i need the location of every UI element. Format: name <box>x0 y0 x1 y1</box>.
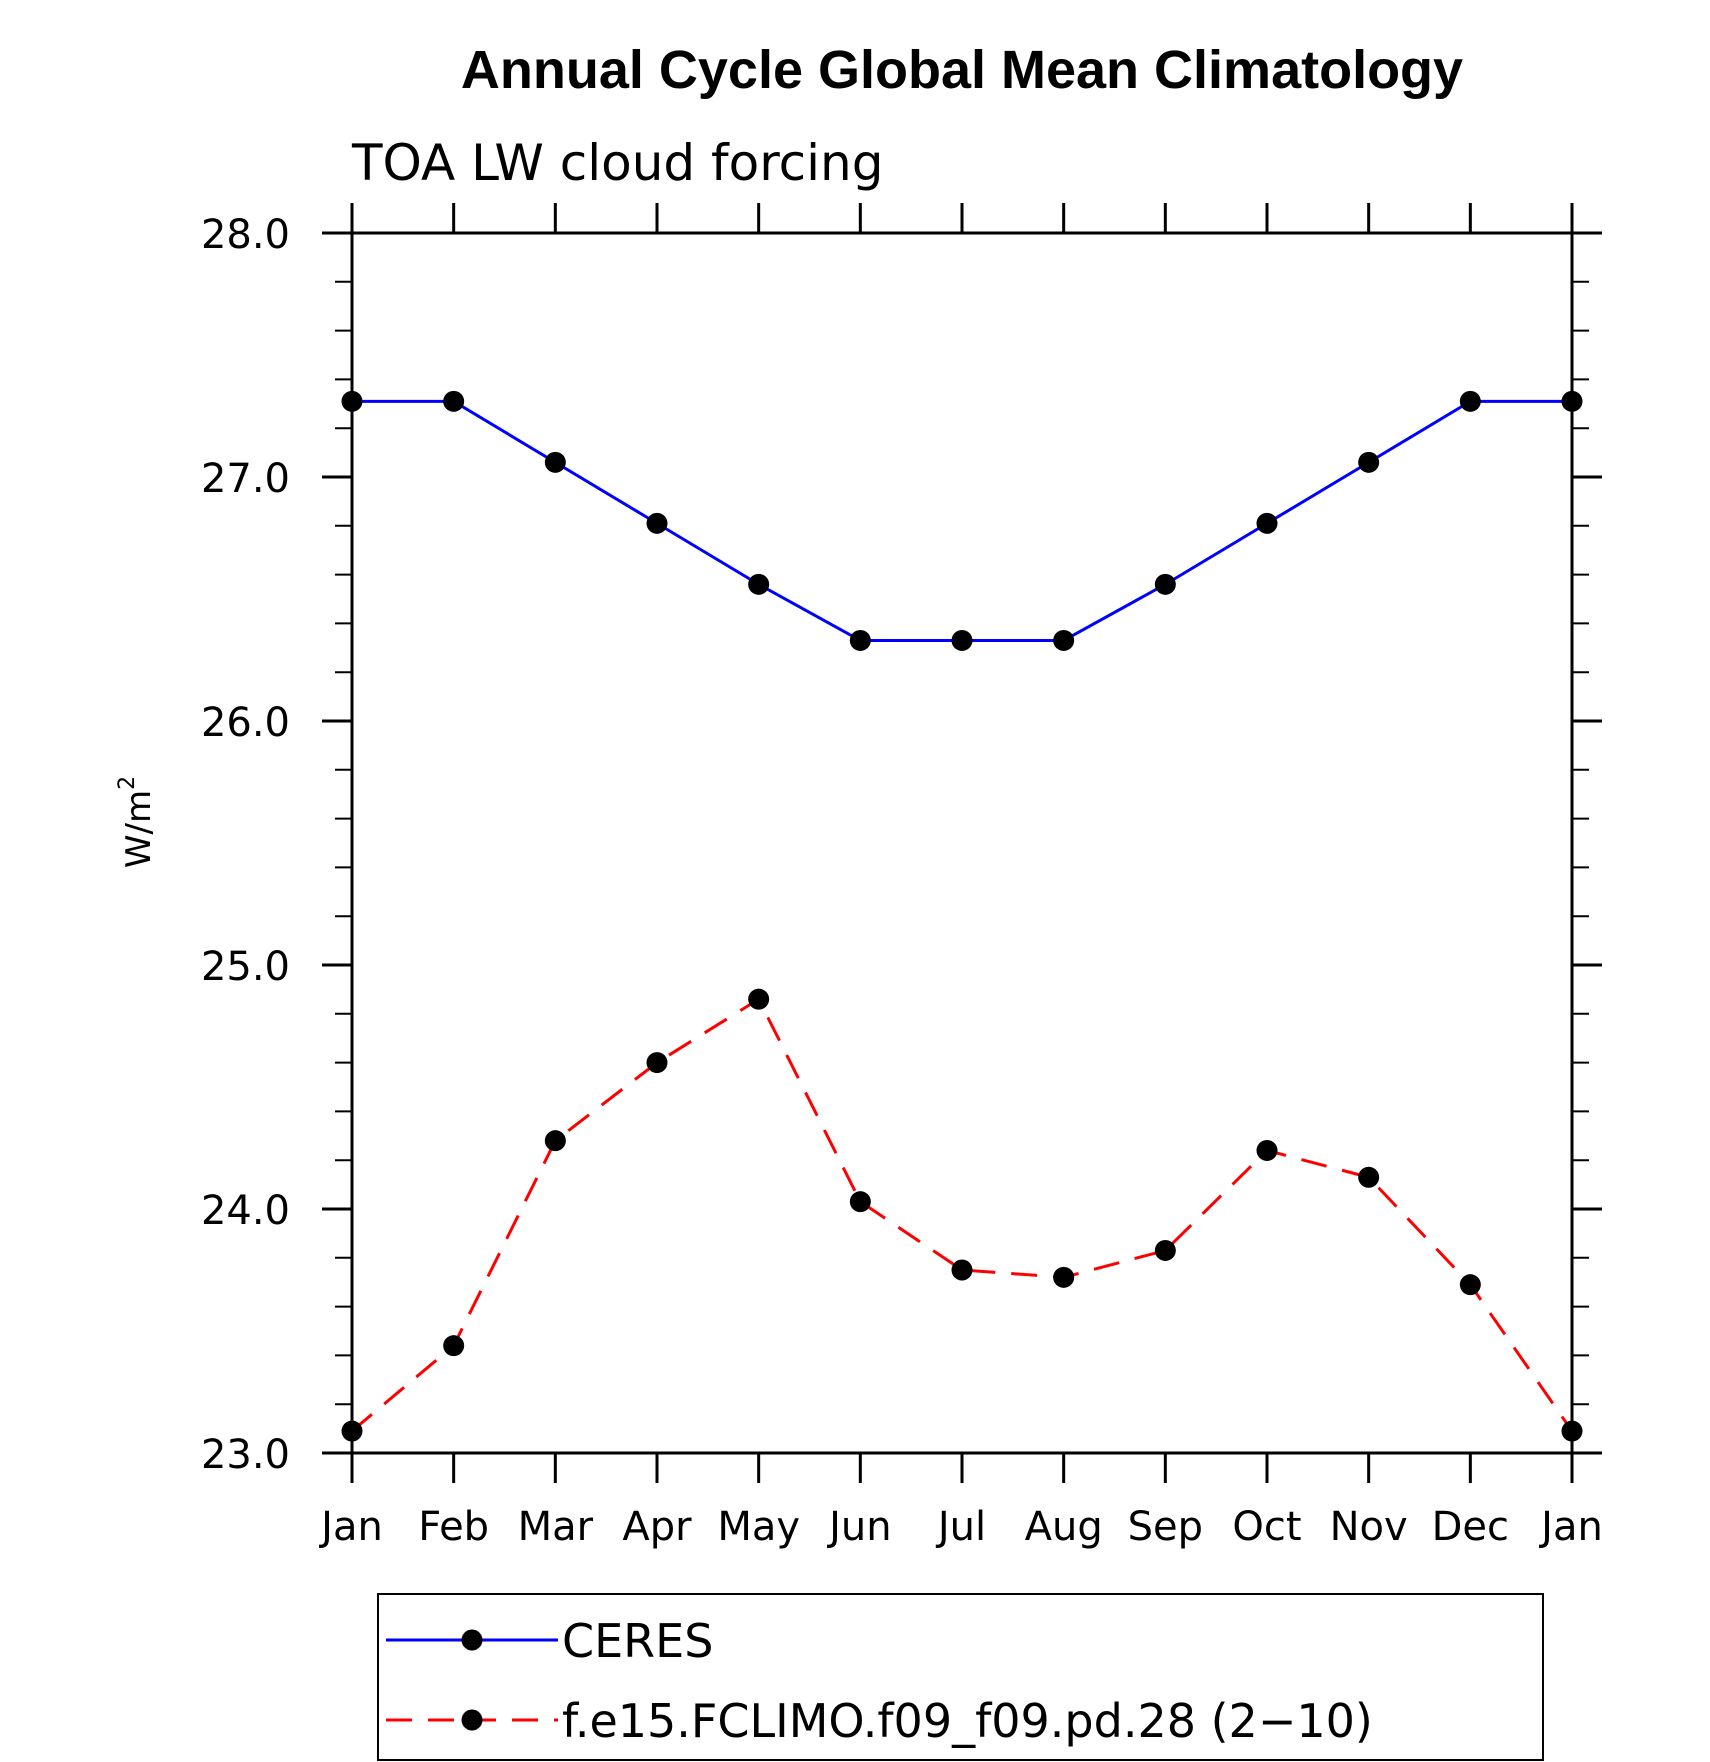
data-point-series-2 <box>443 1335 465 1357</box>
data-point-series-2 <box>646 1052 668 1074</box>
axes: Jan Feb Mar Apr May Jun Jul Aug Sep Oct Nov Dec Jan 2… <box>201 203 1603 1550</box>
x-tick-label: Nov <box>1330 1504 1408 1550</box>
data-point-series-1 <box>1256 512 1278 534</box>
data-point-series-1 <box>748 573 770 595</box>
data-point-series-1 <box>1358 451 1380 473</box>
legend-swatch-marker-2 <box>461 1709 483 1731</box>
data-point-series-1 <box>1459 390 1481 412</box>
x-tick-label: Aug <box>1025 1504 1103 1550</box>
data-point-series-2 <box>748 988 770 1010</box>
x-tick-label: Feb <box>418 1504 489 1550</box>
y-axis-label-text: W/m <box>119 790 159 868</box>
legend-box <box>377 1593 1544 1761</box>
data-point-series-1 <box>1053 629 1075 651</box>
chart-title: Annual Cycle Global Mean Climatology <box>461 40 1463 100</box>
y-tick-label: 25.0 <box>201 944 290 990</box>
x-tick-label: Dec <box>1432 1504 1509 1550</box>
data-point-series-1 <box>1561 390 1583 412</box>
chart-subtitle: TOA LW cloud forcing <box>351 134 883 192</box>
x-tick-label: Jan <box>318 1504 383 1550</box>
x-tick-label: Jun <box>826 1504 892 1550</box>
data-point-series-1 <box>849 629 871 651</box>
series-line-1 <box>352 399 1572 642</box>
data-point-series-1 <box>544 451 566 473</box>
y-tick-label: 23.0 <box>201 1432 290 1478</box>
legend-label-1: CERES <box>562 1614 713 1668</box>
y-tick-label: 24.0 <box>201 1188 290 1234</box>
data-point-series-1 <box>341 390 363 412</box>
data-point-series-2 <box>1053 1266 1075 1288</box>
x-tick-label: Sep <box>1128 1504 1203 1550</box>
data-point-series-2 <box>341 1420 363 1442</box>
data-point-series-2 <box>544 1130 566 1152</box>
x-tick-label: Apr <box>622 1504 692 1550</box>
data-point-series-1 <box>951 629 973 651</box>
x-tick-label: Oct <box>1232 1504 1301 1550</box>
series-line-2 <box>351 997 1574 1433</box>
data-point-series-2 <box>1256 1139 1278 1161</box>
svg-text:W/m2: W/m2 <box>115 776 159 868</box>
y-tick-label: 26.0 <box>201 700 290 746</box>
data-point-series-2 <box>1561 1420 1583 1442</box>
x-tick-label: Mar <box>518 1504 594 1550</box>
data-point-series-1 <box>1154 573 1176 595</box>
data-point-series-2 <box>951 1259 973 1281</box>
y-tick-label: 27.0 <box>201 456 290 502</box>
y-axis-label: W/m2 <box>115 776 159 868</box>
data-point-series-2 <box>1358 1166 1380 1188</box>
y-tick-label: 28.0 <box>201 212 290 258</box>
x-tick-label: May <box>717 1504 800 1550</box>
data-point-series-2 <box>1154 1239 1176 1261</box>
data-point-series-1 <box>646 512 668 534</box>
legend-swatch-marker-1 <box>461 1629 483 1651</box>
legend: CERES f.e15.FCLIMO.f09_f09.pd.28 (2−10) <box>377 1593 1544 1761</box>
data-point-series-2 <box>1459 1274 1481 1296</box>
x-tick-label: Jan <box>1538 1504 1603 1550</box>
legend-label-2: f.e15.FCLIMO.f09_f09.pd.28 (2−10) <box>562 1694 1373 1748</box>
x-tick-label: Jul <box>935 1504 986 1550</box>
data-point-series-2 <box>849 1191 871 1213</box>
series-layer <box>341 390 1583 1442</box>
y-axis-label-superscript: 2 <box>115 776 140 790</box>
data-point-series-1 <box>443 390 465 412</box>
